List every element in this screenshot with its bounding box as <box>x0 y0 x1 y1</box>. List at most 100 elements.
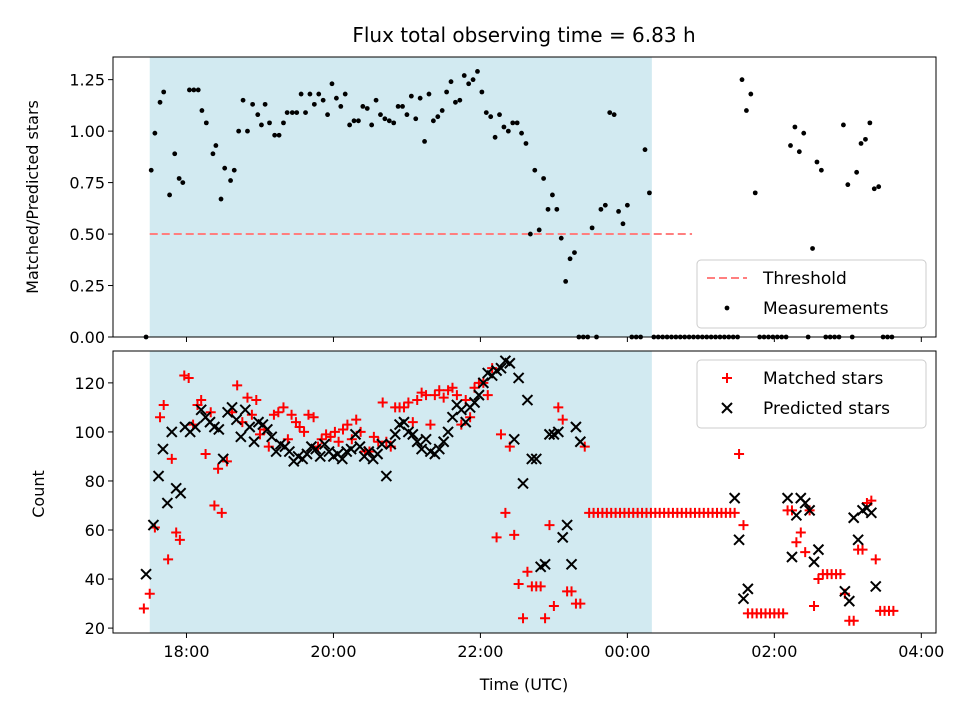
y-tick-label: 0.75 <box>69 174 105 193</box>
measurement-point <box>536 227 542 233</box>
predicted-star-point <box>380 470 393 482</box>
ratio-panel: 0.00 0.25 0.50 0.75 1.00 1.25 Threshold Measure… <box>69 56 937 347</box>
measurement-point <box>203 120 209 126</box>
matched-star-point <box>155 412 166 423</box>
measurement-point <box>400 104 405 109</box>
measurement-point <box>602 202 608 208</box>
measurement-point <box>479 89 485 95</box>
predicted-star-point <box>310 443 322 455</box>
chart-title: Flux total observing time = 6.83 h <box>352 23 695 47</box>
matched-star-point <box>553 402 564 413</box>
y-tick-label: 20 <box>85 619 105 638</box>
measurement-point <box>289 110 295 115</box>
measurement-point <box>572 250 577 255</box>
legend-label: Measurements <box>763 299 889 319</box>
predicted-star-point <box>248 436 260 448</box>
predicted-star-point <box>733 534 745 546</box>
y-tick-label: 40 <box>85 570 105 589</box>
predicted-star-point <box>539 558 551 571</box>
matched-star-point <box>738 520 749 531</box>
matched-star-point <box>308 412 319 423</box>
predicted-star-point <box>557 531 569 544</box>
measurement-point <box>497 112 502 118</box>
predicted-star-point <box>561 519 573 531</box>
shaded-region <box>149 57 652 337</box>
matched-star-point <box>273 407 284 418</box>
x-tick-label: 04:00 <box>898 642 944 661</box>
measurement-point <box>845 182 851 188</box>
matched-star-point <box>286 409 297 420</box>
measurement-point <box>483 110 489 115</box>
measurement-point <box>191 87 197 93</box>
matched-star-point <box>144 588 155 599</box>
legend-box <box>696 359 927 429</box>
legend-label: Matched stars <box>763 369 883 389</box>
matched-star-point <box>325 431 336 442</box>
measurement-point <box>276 132 282 138</box>
predicted-star-point <box>812 543 825 556</box>
predicted-star-point <box>803 504 816 517</box>
predicted-star-point <box>526 453 538 465</box>
matched-star-point <box>451 390 462 401</box>
measurement-point <box>871 186 877 192</box>
measurement-point <box>408 93 414 99</box>
matched-star-point <box>447 382 458 393</box>
matched-star-point <box>166 453 177 464</box>
measurement-point <box>739 77 745 83</box>
predicted-star-point <box>517 477 529 490</box>
measurement-point <box>231 167 237 173</box>
measurement-point <box>814 159 820 165</box>
measurement-point <box>867 120 873 126</box>
predicted-star-point <box>437 436 450 448</box>
matched-star-point <box>294 422 305 433</box>
predicted-star-point <box>301 448 313 460</box>
x-tick-label: 00:00 <box>604 642 650 661</box>
measurement-point <box>404 112 410 118</box>
predicted-star-point <box>570 421 582 433</box>
matched-star-point <box>434 385 445 396</box>
measurement-point <box>386 118 392 124</box>
predicted-star-point <box>543 428 556 441</box>
matched-star-point <box>835 569 846 580</box>
predicted-star-point <box>266 431 278 443</box>
measurement-point <box>382 116 388 122</box>
measurement-point <box>801 130 807 136</box>
predicted-star-point <box>235 431 247 443</box>
measurement-point <box>527 231 533 237</box>
matched-star-point <box>857 544 868 555</box>
predicted-star-point <box>552 426 565 438</box>
matched-star-point <box>163 554 174 565</box>
matched-star-point <box>809 601 820 612</box>
predicted-star-point <box>508 433 520 445</box>
predicted-star-point <box>512 372 525 384</box>
predicted-star-point <box>157 443 169 455</box>
matched-star-point <box>278 402 289 413</box>
measurement-point <box>876 184 882 190</box>
predicted-star-point <box>261 423 274 436</box>
measurement-point <box>298 91 304 97</box>
measurement-point <box>281 120 286 126</box>
measurement-point <box>303 110 308 115</box>
measurement-point <box>439 108 445 113</box>
predicted-star-point <box>415 443 428 455</box>
predicted-star-point <box>504 357 516 369</box>
predicted-star-point <box>521 394 534 406</box>
predicted-star-point <box>363 445 375 458</box>
measurement-point <box>598 206 604 212</box>
measurement-point <box>373 97 379 103</box>
measurement-point <box>444 89 450 95</box>
matched-star-point <box>351 414 362 425</box>
matched-star-point <box>368 431 379 442</box>
predicted-star-point <box>243 421 256 433</box>
measurement-point <box>448 79 454 85</box>
predicted-star-point <box>420 433 432 445</box>
predicted-star-point <box>283 445 296 458</box>
measurement-point <box>558 235 564 241</box>
predicted-star-point <box>839 585 851 598</box>
measurement-point <box>356 118 361 124</box>
matched-star-point <box>557 414 568 425</box>
predicted-star-point <box>336 453 348 465</box>
predicted-star-point <box>270 445 282 458</box>
measurement-point <box>342 91 348 97</box>
measurement-point <box>748 91 754 97</box>
